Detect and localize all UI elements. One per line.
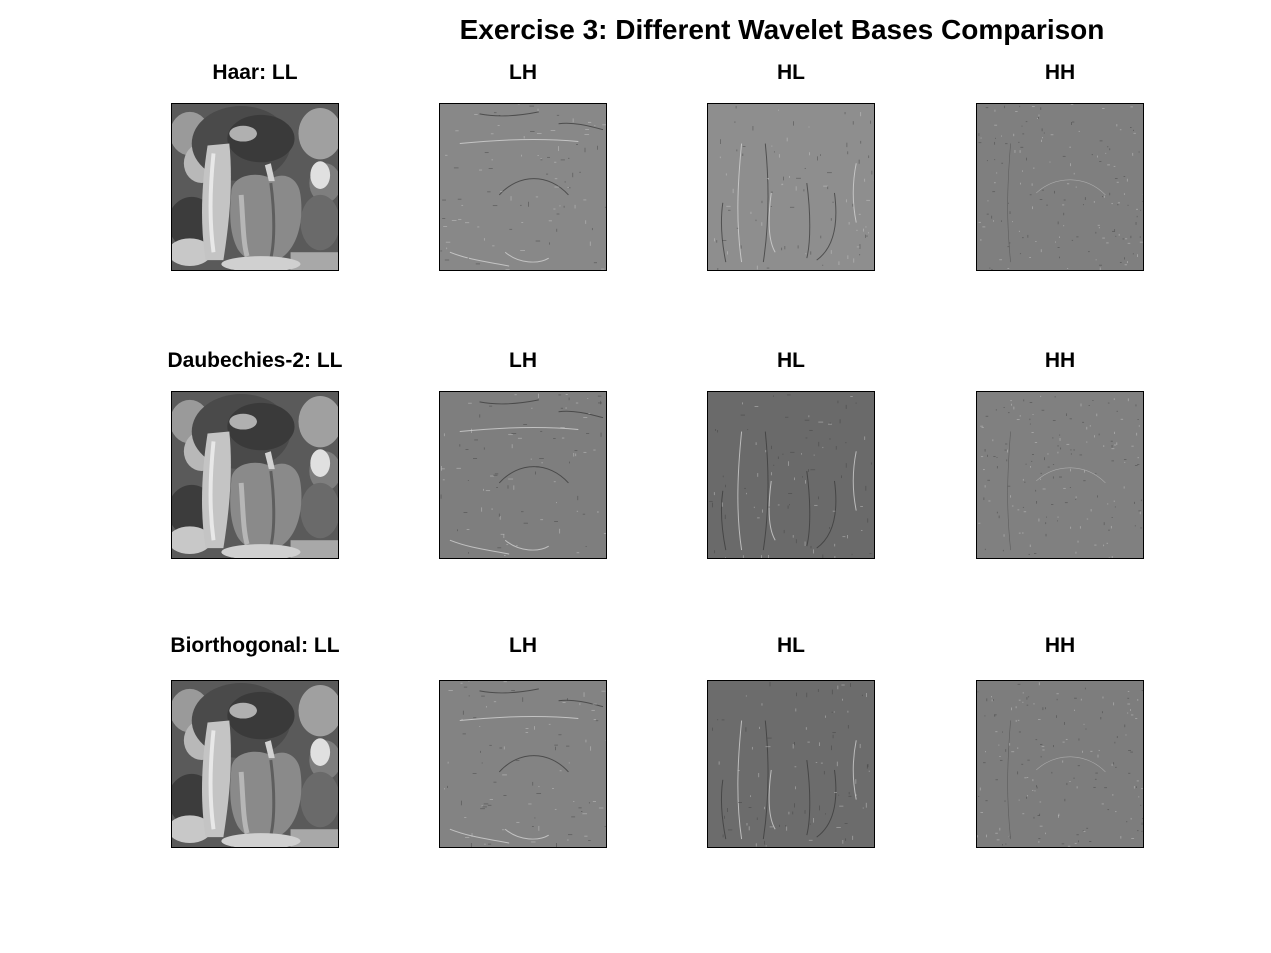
subband-image-bior-hh [976,680,1144,848]
subband-image-db2-hl [707,391,875,559]
subplot-title-bior-lh: LH [509,634,537,657]
subplot-title-bior-hl: HL [777,634,805,657]
subband-image-bior-ll [171,680,339,848]
subplot-title-db2-hl: HL [777,349,805,372]
subplot-title-db2-hh: HH [1044,349,1076,372]
subplot-title-bior-hh: HH [1044,634,1076,657]
subplot-title-db2-lh: LH [509,349,537,372]
subband-image-bior-hl [707,680,875,848]
subband-image-haar-hh [976,103,1144,271]
subband-image-haar-hl [707,103,875,271]
subband-image-bior-lh [439,680,607,848]
subband-image-db2-hh [976,391,1144,559]
subplot-title-bior-ll: Biorthogonal: LL [170,634,340,657]
subband-image-haar-ll [171,103,339,271]
subband-image-db2-lh [439,391,607,559]
subplot-title-haar-ll: Haar: LL [212,61,298,84]
subplot-title-haar-hl: HL [777,61,805,84]
subplot-title-haar-lh: LH [509,61,537,84]
figure-title: Exercise 3: Different Wavelet Bases Comp… [459,14,1105,45]
subplot-title-haar-hh: HH [1044,61,1076,84]
subband-image-haar-lh [439,103,607,271]
subplot-title-db2-ll: Daubechies-2: LL [167,349,343,372]
subband-image-db2-ll [171,391,339,559]
